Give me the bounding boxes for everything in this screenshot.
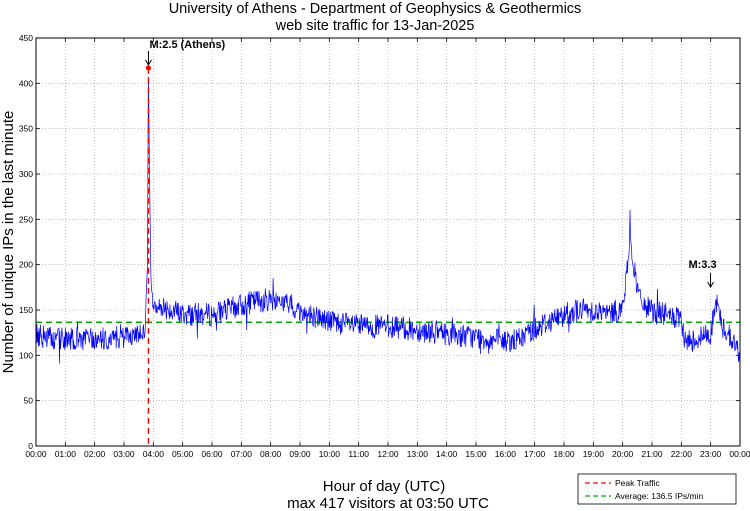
y-tick-label: 200 <box>19 260 33 270</box>
legend: Peak Traffic Average: 136.5 IPs/min <box>577 473 737 505</box>
x-tick-label: 18:00 <box>553 449 575 459</box>
traffic-series-line <box>35 76 741 366</box>
legend-label-peak: Peak Traffic <box>615 478 660 488</box>
y-tick-label: 250 <box>19 214 33 224</box>
chart-title-line-1: University of Athens - Department of Geo… <box>169 1 582 17</box>
x-tick-label: 17:00 <box>524 449 546 459</box>
footer-max-visitors: max 417 visitors at 03:50 UTC <box>287 495 489 511</box>
x-tick-label: 20:00 <box>612 449 634 459</box>
peak-point <box>145 65 152 71</box>
x-tick-label: 03:00 <box>113 449 135 459</box>
annotation-arrowhead <box>145 59 152 66</box>
legend-label-average: Average: 136.5 IPs/min <box>615 491 703 501</box>
x-tick-label: 10:00 <box>319 449 341 459</box>
y-tick-label: 450 <box>19 33 33 43</box>
peak-group <box>145 65 152 446</box>
x-tick-label: 16:00 <box>495 449 517 459</box>
x-axis-label: Hour of day (UTC) <box>323 478 446 495</box>
x-tick-label: 21:00 <box>641 449 663 459</box>
legend-box <box>577 473 737 505</box>
annotation-label: M:2.5 (Athens) <box>149 39 225 51</box>
y-tick-label: 100 <box>19 350 33 360</box>
x-tick-label: 06:00 <box>201 449 223 459</box>
series-group <box>35 76 741 366</box>
y-tick-label: 400 <box>19 78 33 88</box>
y-tick-label: 350 <box>19 124 33 134</box>
y-tick-label: 50 <box>24 396 34 406</box>
y-tick-label: 0 <box>28 441 33 451</box>
x-tick-label: 01:00 <box>55 449 77 459</box>
annotations: M:2.5 (Athens) M:3.3 <box>145 39 717 289</box>
y-axis-ticks: 0 50 100 150 200 250 300 350 400 450 <box>19 33 740 451</box>
y-axis-label: Number of unique IPs in the last minute <box>0 111 17 374</box>
x-tick-label: 07:00 <box>231 449 253 459</box>
grid <box>36 38 740 446</box>
annotation-label: M:3.3 <box>688 259 716 271</box>
x-tick-label: 19:00 <box>583 449 605 459</box>
annotation-arrowhead <box>707 281 714 289</box>
chart-title-line-2: web site traffic for 13-Jan-2025 <box>275 18 475 34</box>
x-tick-label: 02:00 <box>84 449 106 459</box>
x-tick-label: 04:00 <box>143 449 165 459</box>
x-tick-label: 05:00 <box>172 449 194 459</box>
y-tick-label: 300 <box>19 169 33 179</box>
y-tick-label: 150 <box>19 305 33 315</box>
x-tick-label: 22:00 <box>671 449 693 459</box>
x-tick-label: 23:00 <box>700 449 722 459</box>
x-axis-ticks: 00:00 01:00 02:00 03:00 04:00 05:00 06:00 07:00… <box>25 38 750 459</box>
x-tick-label: 12:00 <box>377 449 399 459</box>
x-tick-label: 14:00 <box>436 449 458 459</box>
x-tick-label: 15:00 <box>465 449 487 459</box>
x-tick-label: 00:00 <box>729 449 750 459</box>
x-tick-label: 00:00 <box>25 449 47 459</box>
x-tick-label: 09:00 <box>289 449 311 459</box>
x-tick-label: 11:00 <box>348 449 369 459</box>
x-tick-label: 13:00 <box>407 449 429 459</box>
x-tick-label: 08:00 <box>260 449 282 459</box>
